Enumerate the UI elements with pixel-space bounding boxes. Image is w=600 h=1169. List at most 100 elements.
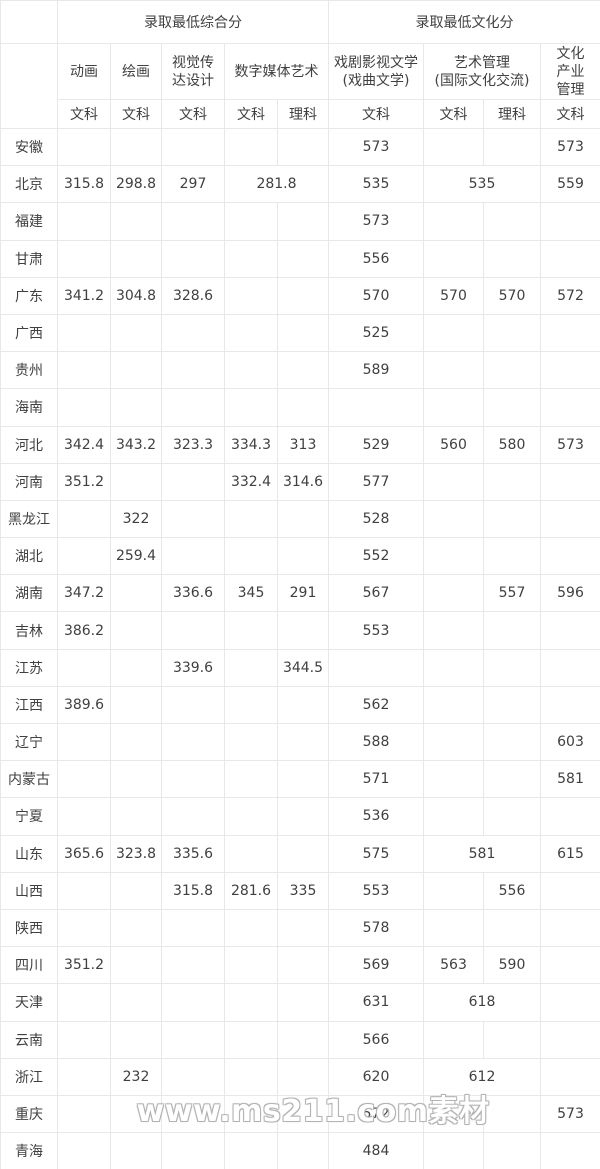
score-cell	[224, 499, 278, 539]
province-cell: 陕西	[0, 908, 58, 948]
score-cell	[540, 388, 600, 427]
score-cell	[161, 722, 225, 762]
score-cell: 567	[328, 574, 425, 613]
score-cell	[540, 685, 600, 725]
score-cell: 339.6	[161, 648, 225, 687]
score-cell	[276, 611, 330, 650]
province-cell: 北京	[0, 165, 58, 204]
score-cell	[161, 611, 225, 650]
score-cell: 529	[328, 425, 425, 464]
score-cell	[57, 351, 111, 390]
score-cell	[276, 797, 330, 836]
score-cell	[423, 239, 485, 278]
track-header: 文科	[224, 99, 278, 129]
score-cell	[161, 797, 225, 836]
score-cell	[161, 685, 225, 725]
score-cell: 528	[328, 499, 425, 539]
score-cell	[483, 1132, 542, 1169]
table-row: 福建 573	[0, 202, 600, 241]
major-header-3: 数字媒体艺术	[223, 43, 330, 100]
score-cell	[483, 685, 542, 725]
score-cell: 552	[328, 537, 425, 576]
score-cell	[540, 1057, 600, 1096]
score-cell: 570	[483, 276, 542, 315]
table-row: 广西 525	[0, 313, 600, 353]
province-cell: 重庆	[0, 1094, 58, 1134]
score-cell: 603	[540, 722, 600, 762]
score-cell	[224, 685, 278, 725]
score-cell	[224, 239, 278, 278]
score-cell: 304.8	[110, 276, 162, 315]
score-cell	[423, 1132, 485, 1169]
score-cell: 581	[540, 760, 600, 799]
score-cell	[110, 313, 162, 353]
province-cell: 江西	[0, 685, 58, 725]
score-cell: 556	[328, 239, 425, 278]
score-cell	[110, 685, 162, 725]
score-cell	[110, 1094, 162, 1134]
score-cell: 588	[328, 722, 425, 762]
score-cell: 573	[540, 127, 600, 167]
track-header: 文科	[161, 99, 225, 129]
score-cell	[161, 1020, 225, 1059]
score-cell: 291	[276, 574, 330, 613]
score-cell	[110, 611, 162, 650]
score-cell	[224, 388, 278, 427]
score-cell	[57, 537, 111, 576]
score-cell	[57, 648, 111, 687]
score-cell: 618	[423, 983, 542, 1022]
score-cell: 322	[110, 499, 162, 539]
score-cell: 572	[540, 276, 600, 315]
score-cell	[224, 127, 278, 167]
score-cell	[423, 685, 485, 725]
province-cell: 云南	[0, 1020, 58, 1059]
score-cell: 578	[328, 908, 425, 948]
score-cell: 612	[423, 1057, 542, 1096]
score-cell: 323.3	[161, 425, 225, 464]
score-cell	[423, 1094, 485, 1134]
score-cell	[483, 313, 542, 353]
score-cell	[423, 537, 485, 576]
score-cell	[540, 499, 600, 539]
score-cell	[276, 946, 330, 985]
province-cell: 河南	[0, 462, 58, 501]
province-cell: 宁夏	[0, 797, 58, 836]
score-cell	[423, 202, 485, 241]
score-cell: 573	[540, 1094, 600, 1134]
score-cell: 589	[328, 351, 425, 390]
score-cell	[276, 127, 330, 167]
score-cell	[224, 722, 278, 762]
score-cell: 232	[110, 1057, 162, 1096]
score-cell: 535	[328, 165, 425, 204]
score-cell	[423, 722, 485, 762]
score-cell	[540, 983, 600, 1022]
score-cell	[161, 127, 225, 167]
score-cell	[161, 1094, 225, 1134]
score-cell	[483, 202, 542, 241]
score-cell: 577	[328, 462, 425, 501]
score-cell: 573	[328, 202, 425, 241]
score-cell	[423, 648, 485, 687]
score-cell: 389.6	[57, 685, 111, 725]
score-cell	[540, 202, 600, 241]
score-cell: 342.4	[57, 425, 111, 464]
score-cell: 596	[540, 574, 600, 613]
score-cell: 590	[483, 946, 542, 985]
major-header-4: 戏剧影视文学 (戏曲文学)	[328, 43, 425, 100]
score-cell	[224, 797, 278, 836]
score-cell: 573	[328, 127, 425, 167]
score-cell	[161, 946, 225, 985]
score-cell	[224, 908, 278, 948]
score-cell	[423, 797, 485, 836]
score-cell	[483, 1020, 542, 1059]
major-header-0: 动画	[57, 43, 111, 100]
score-cell	[161, 313, 225, 353]
major-header-5: 艺术管理 (国际文化交流)	[423, 43, 542, 100]
score-cell: 575	[328, 834, 425, 873]
score-cell	[224, 537, 278, 576]
score-cell	[224, 648, 278, 687]
score-cell	[483, 760, 542, 799]
score-cell	[276, 351, 330, 390]
score-cell	[540, 797, 600, 836]
province-cell: 吉林	[0, 611, 58, 650]
